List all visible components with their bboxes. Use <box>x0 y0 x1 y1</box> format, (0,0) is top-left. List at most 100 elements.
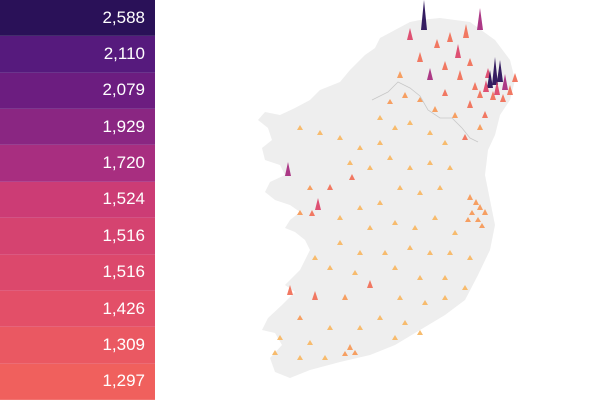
population-spike <box>397 71 403 78</box>
population-spike <box>421 0 427 30</box>
population-spike <box>442 89 448 96</box>
population-spike <box>367 225 373 230</box>
population-spike <box>417 275 423 280</box>
population-spike <box>367 280 373 288</box>
legend-row: 1,524 <box>0 181 155 219</box>
population-spike <box>465 217 471 222</box>
population-spike <box>452 112 458 118</box>
population-spike <box>337 240 343 245</box>
population-spike <box>347 160 353 165</box>
population-spike <box>402 92 408 98</box>
population-spike <box>462 285 468 290</box>
population-spike <box>477 90 483 98</box>
population-spike <box>497 60 503 82</box>
legend-value: 1,297 <box>102 371 145 391</box>
population-spike <box>327 184 333 190</box>
population-spike <box>490 91 496 100</box>
population-spike <box>357 205 363 210</box>
legend-value: 1,309 <box>102 334 145 354</box>
population-spike <box>307 340 313 345</box>
population-spike <box>312 291 318 300</box>
population-spike <box>467 100 473 108</box>
population-spike <box>287 285 293 295</box>
population-spike <box>377 200 383 205</box>
population-spike <box>447 250 453 255</box>
population-spike <box>347 344 353 350</box>
population-spike <box>357 250 363 255</box>
population-spike <box>377 315 383 320</box>
population-spike <box>463 24 469 38</box>
population-spike <box>477 8 483 30</box>
population-spike <box>307 185 313 190</box>
population-spike <box>417 190 423 195</box>
population-spike <box>417 52 423 62</box>
population-spike <box>342 294 348 300</box>
population-spike <box>297 210 303 215</box>
legend-row: 2,079 <box>0 72 155 110</box>
legend-row: 1,516 <box>0 254 155 291</box>
population-spike <box>427 160 433 165</box>
population-spike <box>357 325 363 330</box>
population-spike <box>483 80 489 92</box>
county-border <box>371 81 479 143</box>
legend-row: 1,929 <box>0 109 155 146</box>
population-spike <box>402 320 408 325</box>
population-spike <box>312 255 318 260</box>
legend-row: 1,426 <box>0 290 155 328</box>
population-spike <box>272 350 278 355</box>
population-spike <box>367 165 373 170</box>
legend-value: 2,588 <box>102 7 145 27</box>
population-spike <box>432 215 438 220</box>
population-spike <box>337 215 343 220</box>
population-spike <box>297 315 303 320</box>
population-spike <box>349 174 355 180</box>
population-spike <box>482 111 488 118</box>
population-spike <box>452 230 458 235</box>
population-spike <box>352 350 358 355</box>
population-spike <box>407 120 413 125</box>
population-spike <box>392 125 398 130</box>
population-spike <box>494 81 500 95</box>
legend-value: 1,426 <box>102 298 145 318</box>
population-spike <box>377 115 383 120</box>
population-spike <box>512 73 518 82</box>
population-spike <box>322 355 328 360</box>
population-spike <box>492 57 498 85</box>
population-spike <box>434 39 440 48</box>
population-spike <box>392 220 398 225</box>
population-spike <box>473 199 479 205</box>
population-spike <box>502 74 508 90</box>
population-spike <box>327 265 333 270</box>
population-spike <box>327 325 333 330</box>
legend-row: 2,110 <box>0 36 155 73</box>
population-spike <box>455 44 461 58</box>
population-spike <box>447 165 453 170</box>
population-spike <box>442 140 448 145</box>
population-spike <box>352 270 358 275</box>
population-spike <box>382 250 388 255</box>
population-spike <box>285 162 291 176</box>
population-spike <box>457 70 463 80</box>
spike-layer <box>272 0 518 360</box>
population-spike <box>432 106 438 112</box>
legend-value: 1,929 <box>102 116 145 136</box>
population-spike <box>475 217 481 222</box>
population-spike <box>442 61 448 70</box>
population-spike <box>277 335 283 340</box>
population-spike <box>467 58 473 66</box>
population-spike <box>427 250 433 255</box>
population-spike <box>357 145 363 150</box>
population-spike <box>417 330 423 335</box>
population-spike <box>412 225 418 230</box>
legend-value: 2,079 <box>102 80 145 100</box>
population-spike <box>442 295 448 300</box>
population-spike <box>500 94 506 102</box>
population-spike <box>337 135 343 140</box>
population-spike <box>342 351 348 356</box>
legend-row: 2,588 <box>0 0 155 37</box>
population-spike <box>297 125 303 130</box>
population-spike <box>297 355 303 360</box>
population-spike <box>479 223 485 228</box>
population-spike <box>417 97 423 102</box>
population-spike <box>392 335 398 340</box>
